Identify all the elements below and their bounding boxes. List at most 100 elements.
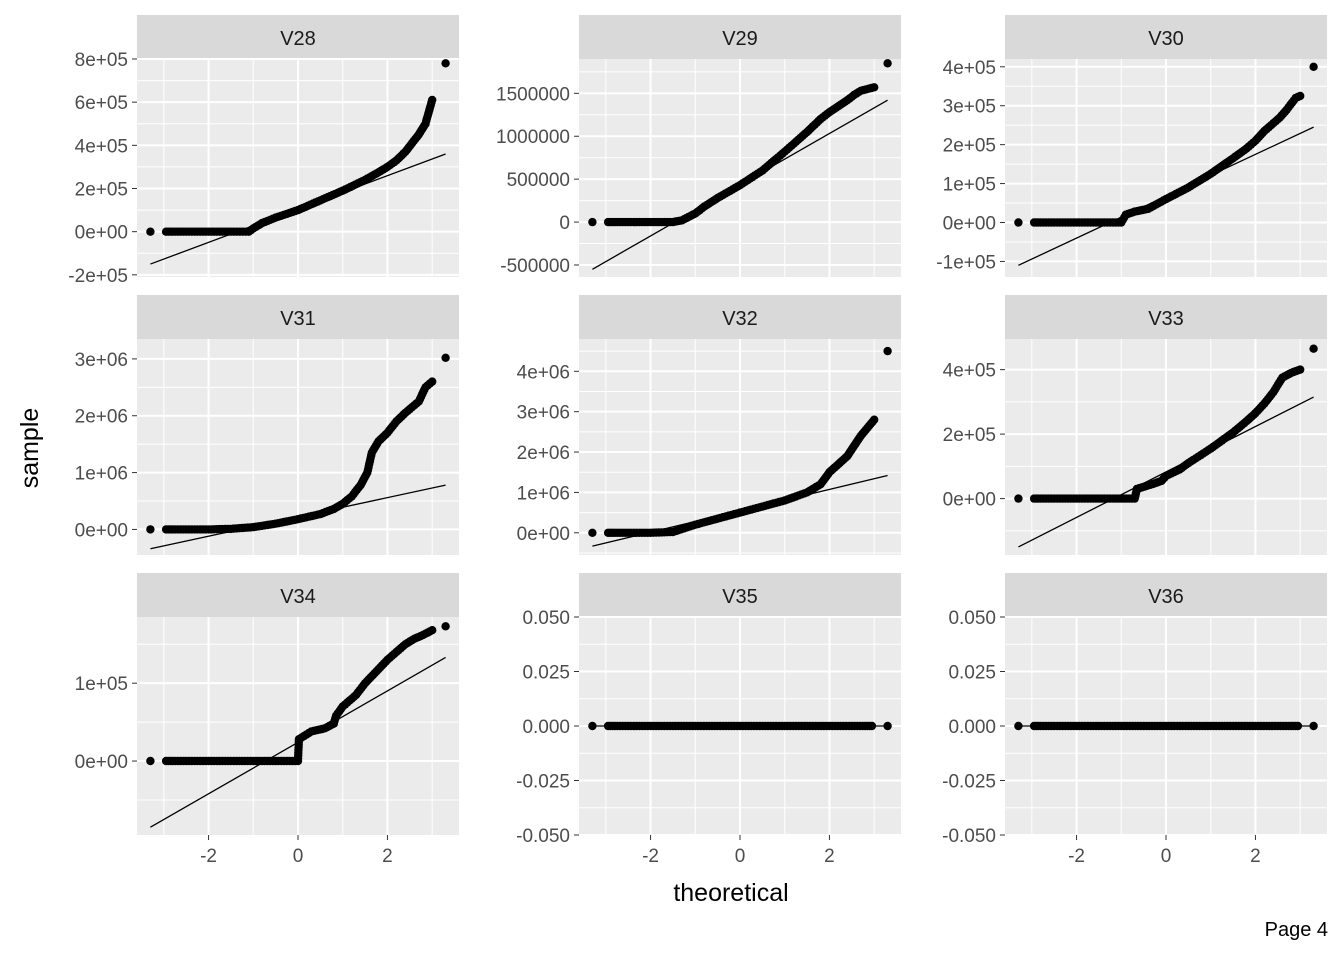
panel-data — [146, 59, 450, 265]
qq-point — [1014, 494, 1023, 503]
y-tick-label: 0e+00 — [75, 520, 128, 541]
qq-point — [428, 377, 437, 386]
y-tick-label: 4e+05 — [943, 58, 996, 79]
facet-strip-label: V33 — [1148, 308, 1184, 330]
facet-strip-label: V36 — [1148, 586, 1184, 608]
qq-point — [428, 626, 437, 635]
y-tick-label: 2e+06 — [75, 407, 128, 428]
qq-point — [883, 721, 892, 731]
qq-point — [1014, 218, 1023, 227]
y-tick-label: 3e+06 — [75, 350, 128, 371]
y-tick-label: -500000 — [500, 256, 570, 277]
page-label: Page 4 — [1264, 919, 1328, 941]
facet-panel-v33: V33 0e+00 2e+05 4e+05 — [943, 295, 1327, 555]
x-tick-label: -2 — [200, 846, 217, 867]
qq-point — [870, 83, 879, 92]
y-tick-label: 1e+05 — [943, 175, 996, 196]
x-tick-label: 0 — [1161, 846, 1172, 867]
y-tick-label: -0.050 — [516, 826, 570, 847]
facet-panel-v32: V32 0e+00 1e+06 2e+06 3e+06 4e+06 — [517, 295, 901, 555]
facet-panel-v34: V34 0e+00 1e+05 -2 0 2 — [75, 573, 459, 867]
qq-point — [428, 95, 437, 105]
y-tick-label: 4e+06 — [517, 362, 570, 383]
y-tick-label: 1e+05 — [75, 674, 128, 695]
y-tick-label: 2e+06 — [517, 443, 570, 464]
qq-reference-line — [150, 153, 446, 265]
facet-strip — [579, 573, 901, 617]
y-tick-label: 0.025 — [522, 663, 570, 684]
qq-point — [883, 346, 892, 356]
qq-point — [441, 622, 450, 631]
panel-data — [1014, 721, 1318, 731]
facet-strip — [1005, 573, 1327, 617]
facet-panel-v28: V28 -2e+05 0e+00 2e+05 4e+05 6e+05 8e+05 — [68, 15, 459, 287]
panel-data — [588, 346, 892, 547]
y-tick-label: 2e+05 — [943, 136, 996, 157]
qq-point — [588, 721, 597, 731]
facet-panel-v36: V36 -0.050 -0.025 0.000 0.025 0.050 -2 0 2 — [942, 573, 1327, 867]
y-axis-title: sample — [16, 408, 44, 489]
y-tick-label: 0.050 — [948, 608, 996, 629]
y-tick-label: 0.050 — [522, 608, 570, 629]
y-tick-label: 8e+05 — [75, 50, 128, 71]
y-tick-label: 2e+05 — [75, 180, 128, 201]
facet-strip — [579, 15, 901, 59]
y-tick-label: 0e+00 — [517, 524, 570, 545]
qq-point — [588, 217, 597, 227]
y-tick-label: 2e+05 — [943, 425, 996, 446]
y-tick-label: -2e+05 — [68, 266, 128, 287]
facet-strip — [1005, 295, 1327, 339]
y-tick-label: 1000000 — [496, 127, 570, 148]
facet-strip — [1005, 15, 1327, 59]
facet-strip-label: V31 — [280, 308, 316, 330]
qq-point — [146, 756, 155, 766]
qq-point — [1309, 62, 1318, 71]
qq-point — [146, 227, 155, 236]
x-tick-label: -2 — [1068, 846, 1085, 867]
y-tick-label: -1e+05 — [936, 252, 996, 273]
qq-point — [1296, 91, 1305, 101]
x-axis-title: theoretical — [673, 879, 788, 907]
x-tick-label: 0 — [735, 846, 746, 867]
facet-strip — [137, 295, 459, 339]
y-tick-label: 4e+05 — [943, 361, 996, 382]
qq-point — [870, 415, 879, 424]
qq-point — [883, 59, 892, 68]
y-tick-label: 0e+00 — [943, 214, 996, 235]
qq-point — [1014, 721, 1023, 731]
qq-reference-line — [592, 99, 888, 270]
qq-reference-line — [150, 656, 446, 828]
y-tick-label: 3e+05 — [943, 97, 996, 118]
x-tick-label: -2 — [642, 846, 659, 867]
facet-strip-label: V28 — [280, 28, 316, 50]
y-tick-label: 0.000 — [948, 717, 996, 738]
qq-reference-line — [1018, 396, 1314, 548]
facet-strip-label: V29 — [722, 28, 758, 50]
qq-point — [1309, 344, 1318, 353]
y-tick-label: 6e+05 — [75, 93, 128, 114]
facet-strip-label: V32 — [722, 308, 758, 330]
panel-data — [1014, 344, 1318, 548]
facet-panel-v29: V29 -500000 0 500000 1000000 1500000 — [496, 15, 901, 277]
y-tick-label: 0e+00 — [943, 490, 996, 511]
panel-data — [588, 721, 892, 731]
qq-point — [1309, 721, 1318, 731]
y-tick-label: -0.050 — [942, 826, 996, 847]
x-tick-label: 2 — [382, 846, 393, 867]
y-tick-label: 3e+06 — [517, 403, 570, 424]
y-tick-label: 1500000 — [496, 84, 570, 105]
panel-data — [146, 622, 450, 828]
facet-panel-v31: V31 0e+00 1e+06 2e+06 3e+06 — [75, 295, 459, 555]
panel-data — [1014, 62, 1318, 266]
qq-point — [146, 525, 155, 534]
facet-strip — [137, 15, 459, 59]
y-tick-label: 0 — [559, 213, 570, 234]
x-tick-label: 2 — [824, 846, 835, 867]
qq-reference-line — [592, 474, 888, 547]
y-tick-label: 0.000 — [522, 717, 570, 738]
y-tick-label: 4e+05 — [75, 136, 128, 157]
y-tick-label: 0.025 — [948, 663, 996, 684]
qq-point — [441, 59, 450, 68]
x-tick-label: 2 — [1250, 846, 1261, 867]
